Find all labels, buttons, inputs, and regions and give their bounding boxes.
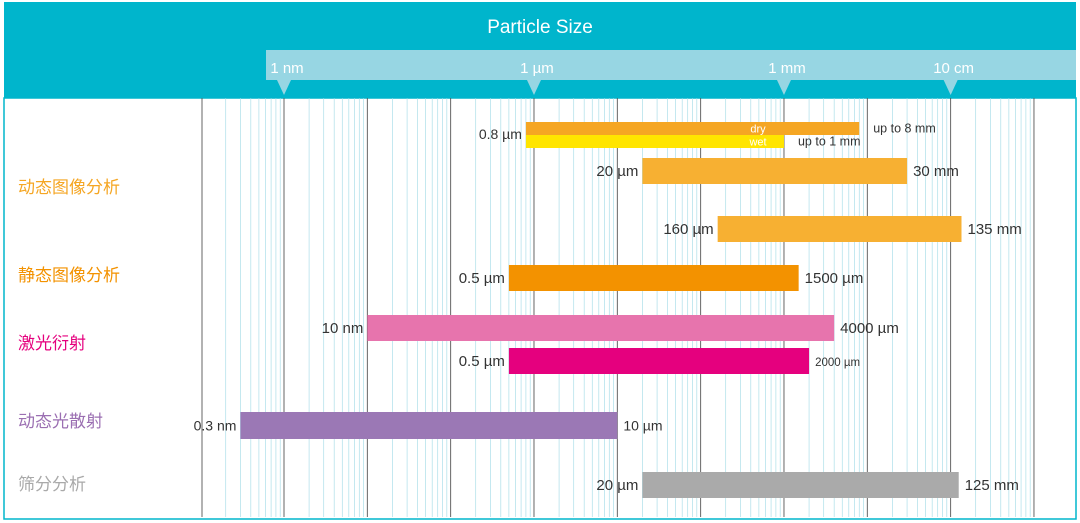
category-label: 动态光散射 <box>18 412 103 432</box>
bar-right-label: up to 1 mm <box>798 135 861 149</box>
tick-marker-1-mm <box>776 80 791 95</box>
bar-right-label: 1500 µm <box>805 270 864 287</box>
category-label: 筛分分析 <box>18 475 86 495</box>
axis-ticks: 1 nm 1 µm 1 mm 10 cm <box>270 60 974 95</box>
bar-inner-label-wet: wet <box>748 137 766 149</box>
chart-title: Particle Size <box>487 17 593 38</box>
bar-right-label: 135 mm <box>968 221 1022 238</box>
category-label: 动态图像分析 <box>18 178 120 198</box>
range-bar-10-nm-to-4000-m <box>367 315 835 341</box>
tick-label-10-cm: 10 cm <box>933 60 974 77</box>
bar-left-label: 0.8 µm <box>479 126 522 142</box>
bar-right-label: 10 µm <box>623 418 662 434</box>
range-bars <box>240 122 962 498</box>
category-label: 静态图像分析 <box>18 266 120 286</box>
range-bar-160-m-to-135-mm <box>717 216 962 242</box>
bar-labels: 0.8 µm up to 8 mm dry up to 1 mm wet 20 µm 30 … <box>194 122 1022 495</box>
bar-right-label: 125 mm <box>965 477 1019 494</box>
range-bar-0-5-m-to-2000-m <box>508 348 810 374</box>
scale-ruler <box>266 50 1076 80</box>
bar-left-label: 10 nm <box>322 320 364 337</box>
bar-left-label: 160 µm <box>663 221 713 238</box>
tick-label-1-mm: 1 mm <box>768 60 806 77</box>
plot-area <box>3 97 1077 520</box>
bar-left-label: 0.5 µm <box>459 270 505 287</box>
tick-label-1-nm: 1 nm <box>270 60 303 77</box>
range-bar-0-8-m-to-up-to-8-mm <box>525 122 860 135</box>
range-bar-20-m-to-125-mm <box>642 472 959 498</box>
range-bar-wet-to-up-to-1-mm <box>525 135 784 148</box>
bar-left-label: 0.5 µm <box>459 353 505 370</box>
category-label: 激光衍射 <box>18 334 86 354</box>
tick-marker-1-nm <box>277 80 291 95</box>
bar-inner-label-dry: dry <box>750 124 766 136</box>
bar-right-label: 2000 µm <box>815 357 860 369</box>
tick-marker-1-m <box>526 80 541 95</box>
tick-marker-10-cm <box>943 80 958 95</box>
range-bar-0-3-nm-to-10-m <box>240 412 618 439</box>
bar-right-label: up to 8 mm <box>873 122 936 136</box>
range-bar-0-5-m-to-1500-m <box>508 265 799 291</box>
bar-right-label: 4000 µm <box>840 320 899 337</box>
bar-left-label: 0.3 nm <box>194 418 237 434</box>
range-bar-20-m-to-30-mm <box>642 158 908 184</box>
bar-left-label: 20 µm <box>596 163 638 180</box>
bar-left-label: 20 µm <box>596 477 638 494</box>
bar-right-label: 30 mm <box>913 163 959 180</box>
tick-label-1-m: 1 µm <box>520 60 554 77</box>
